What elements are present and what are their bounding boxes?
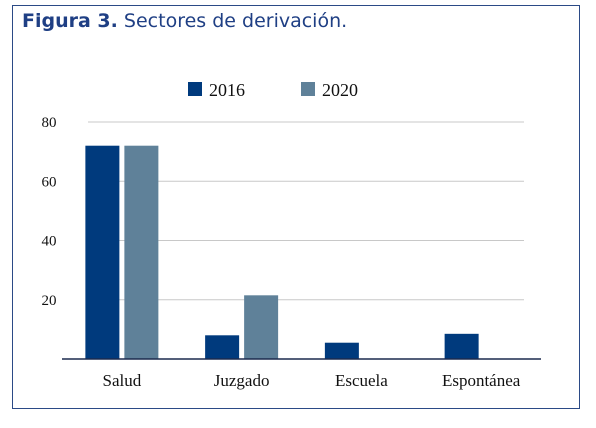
bar-2016-escuela <box>324 342 359 359</box>
x-category-label: Espontánea <box>442 371 521 390</box>
y-tick-label: 40 <box>42 234 57 250</box>
y-tick-labels: 20 40 60 80 <box>42 115 57 309</box>
legend-swatch-2020 <box>301 82 315 96</box>
x-category-label: Juzgado <box>214 371 270 390</box>
bar-2016-espontánea <box>444 333 479 359</box>
legend-swatch-2016 <box>188 82 202 96</box>
x-category-label: Salud <box>103 371 142 390</box>
y-tick-label: 80 <box>42 115 57 131</box>
legend-label-2016: 2016 <box>209 80 245 100</box>
figure-caption: Sectores de derivación. <box>123 10 348 32</box>
legend-label-2020: 2020 <box>322 80 358 100</box>
bar-2016-salud <box>85 145 120 359</box>
x-category-label: Escuela <box>335 371 388 390</box>
y-tick-label: 60 <box>42 174 57 190</box>
y-tick-label: 20 <box>42 293 57 309</box>
bar-2020-salud <box>124 145 159 359</box>
legend: 2016 2020 <box>188 80 358 100</box>
figure-title: Figura 3. Sectores de derivación. <box>22 10 347 32</box>
bar-2016-juzgado <box>205 335 240 359</box>
figure-label: Figura 3. <box>22 10 118 32</box>
x-category-labels: Salud Juzgado Escuela Espontánea <box>103 371 521 390</box>
bars <box>85 145 479 359</box>
gridlines <box>88 121 524 301</box>
bar-2020-juzgado <box>244 295 279 359</box>
